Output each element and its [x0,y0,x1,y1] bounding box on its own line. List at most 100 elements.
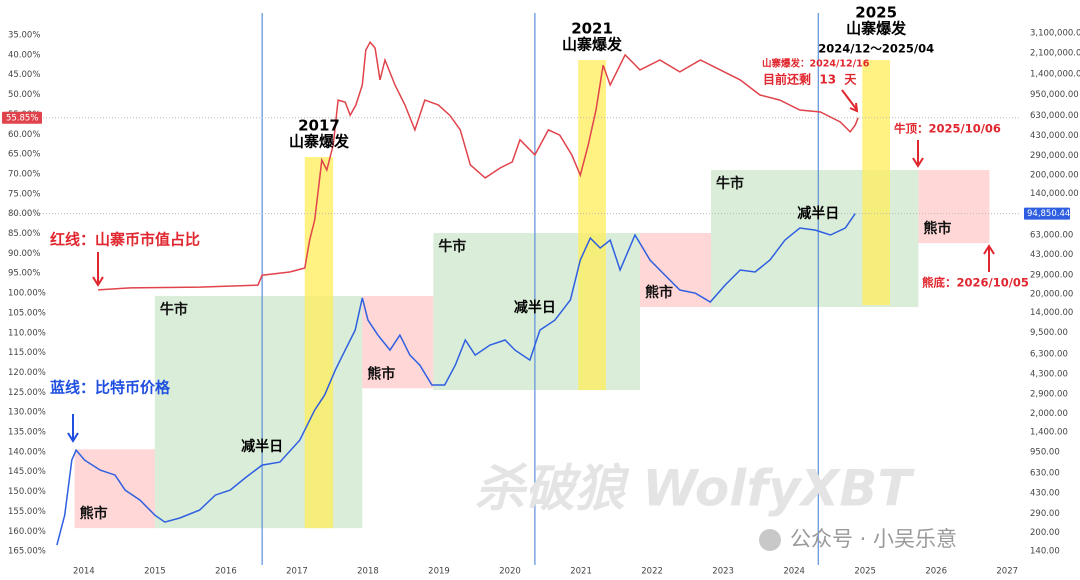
burst-year: 2025 [855,4,897,22]
y-tick-label: 65.00% [8,150,40,160]
y2-tick-label: 3,100,000.00 [1030,29,1080,39]
y2-tick-label: 20,000.00 [1030,290,1073,300]
arrow [841,89,859,113]
x-tick-label: 2025 [854,567,876,577]
countdown-date: 山寨爆发：2024/12/16 [762,58,870,70]
arrows [67,89,995,443]
burst-band [304,156,334,529]
y2-tick-label: 63,000.00 [1030,230,1073,240]
y2-tick-label: 430.00 [1030,488,1060,498]
y-tick-label: 60.00% [8,130,40,140]
label-layer: 熊市牛市熊市牛市熊市牛市熊市2017山寨爆发2021山寨爆发2025山寨爆发20… [2,4,1080,577]
bear-bottom: 熊底：2026/10/05 [922,276,1029,290]
y-tick-label: 160.00% [8,527,46,537]
x-tick-label: 2021 [570,567,592,577]
zone-label: 牛市 [160,301,188,318]
source: 公众号 · 小吴乐意 [790,527,957,551]
bear-zone [918,170,990,244]
arrow [67,414,79,443]
y-tick-label: 125.00% [8,388,46,398]
series-line [56,213,856,546]
y2-tick-label: 4,300.00 [1030,369,1068,379]
y2-tick-label: 14,000.00 [1030,308,1073,318]
arrow [983,244,995,272]
zone-label: 熊市 [367,365,395,382]
y-tick-label: 105.00% [8,308,46,318]
x-tick-label: 2015 [144,567,166,577]
y-tick-label: 150.00% [8,487,46,497]
arrow [912,140,924,168]
y2-tick-label: 290.00 [1030,509,1060,519]
x-tick-label: 2023 [712,567,734,577]
y-tick-label: 40.00% [8,50,40,60]
y-tick-label: 120.00% [8,368,46,378]
burst-year: 2017 [298,116,340,134]
countdown: 目前还剩 13 天 [763,72,857,87]
y-tick-label: 115.00% [8,348,46,358]
y-tick-label: 80.00% [8,209,40,219]
zone-label: 熊市 [923,220,951,237]
zone-label: 牛市 [716,175,744,192]
last-value-label: 55.85% [6,113,38,123]
x-tick-label: 2016 [215,567,237,577]
x-tick-label: 2019 [428,567,450,577]
y-tick-label: 165.00% [8,547,46,557]
burst-label: 山寨爆发 [289,132,350,150]
y-tick-label: 140.00% [8,447,46,457]
bull-top: 牛顶：2025/10/06 [894,122,1001,136]
halving-label: 减半日 [797,205,839,222]
y2-tick-label: 2,100,000.00 [1030,49,1080,59]
y2-tick-label: 9,500.00 [1030,328,1068,338]
y2-tick-label: 6,300.00 [1030,349,1068,359]
y-tick-label: 70.00% [8,169,40,179]
arrow [92,252,104,287]
x-tick-label: 2022 [641,567,663,577]
y-tick-label: 100.00% [8,289,46,299]
y-tick-label: 130.00% [8,408,46,418]
zone-label: 熊市 [80,505,108,522]
blue-line-label: 蓝线：比特币价格 [50,379,171,397]
y2-tick-label: 200,000.00 [1030,170,1079,180]
y-tick-label: 75.00% [8,189,40,199]
line-layer [56,40,859,546]
y-tick-label: 155.00% [8,507,46,517]
y2-tick-label: 43,000.00 [1030,250,1073,260]
wechat-icon [759,529,781,551]
x-tick-label: 2027 [996,567,1018,577]
y2-tick-label: 630.00 [1030,469,1060,479]
y2-tick-label: 1,400.00 [1030,427,1068,437]
bear-zone [362,296,434,389]
x-tick-label: 2026 [925,567,947,577]
last-value-label: 94,850.44 [1027,209,1070,219]
last-value-badge [1024,207,1070,220]
burst-band [578,60,606,391]
burst-label: 山寨爆发 [846,20,907,38]
y2-tick-label: 430,000.00 [1030,131,1079,141]
x-tick-label: 2024 [783,567,805,577]
y2-tick-label: 630,000.00 [1030,111,1079,121]
y-tick-label: 145.00% [8,467,46,477]
y-tick-label: 90.00% [8,249,40,259]
y2-tick-label: 2,900.00 [1030,390,1068,400]
y2-tick-label: 29,000.00 [1030,270,1073,280]
y-tick-label: 135.00% [8,428,46,438]
y-tick-label: 35.00% [8,31,40,41]
x-tick-label: 2014 [73,567,95,577]
y2-tick-label: 290,000.00 [1030,151,1079,161]
x-tick-label: 2018 [357,567,379,577]
burst-period: 2024/12～2025/04 [818,42,934,56]
y2-tick-label: 140,000.00 [1030,189,1079,199]
y2-tick-label: 200.00 [1030,528,1060,538]
y2-tick-label: 950.00 [1030,447,1060,457]
y-tick-label: 50.00% [8,90,40,100]
y-tick-label: 110.00% [8,328,46,338]
y2-tick-label: 1,400,000.00 [1030,70,1080,80]
y2-tick-label: 2,000.00 [1030,409,1068,419]
zone-label: 熊市 [645,284,673,301]
series-line [98,40,859,291]
y2-tick-label: 950,000.00 [1030,90,1079,100]
last-value-badge [2,111,42,124]
zone-label: 牛市 [438,238,466,255]
y-tick-label: 95.00% [8,269,40,279]
